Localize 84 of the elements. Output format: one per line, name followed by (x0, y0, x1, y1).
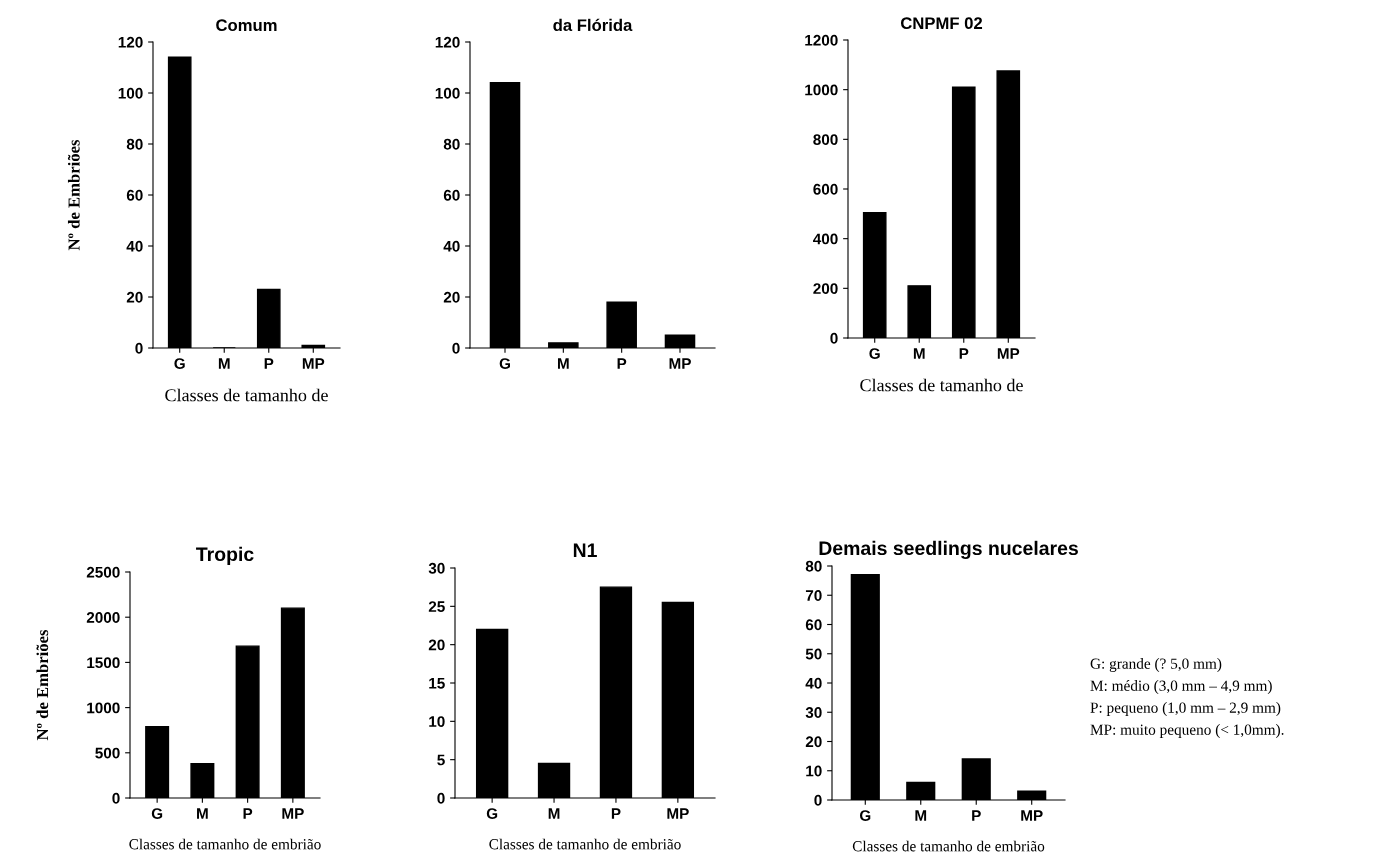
y-tick-label: 0 (112, 792, 120, 804)
x-tick-label: G (151, 808, 163, 819)
y-tick-label: 10 (429, 716, 445, 728)
x-tick-label: MP (1021, 810, 1043, 821)
text: G: grande (? 5,0 mm) (1090, 658, 1222, 672)
y-tick-label: 100 (435, 87, 460, 99)
y-tick-label: 30 (428, 562, 445, 574)
x-tick-label: MP (667, 808, 689, 819)
x-tick-label: P (264, 358, 274, 369)
x-axis-title: Classes de tamanho de embrião (852, 840, 1045, 852)
y-tick-label: 20 (126, 291, 143, 303)
y-tick-label: 600 (813, 183, 838, 195)
y-tick-label: 15 (429, 678, 445, 689)
y-tick-label: 200 (813, 283, 838, 295)
y-tick-label: 50 (805, 648, 822, 660)
y-tick-label: 5 (437, 754, 445, 766)
x-tick-label: M (915, 810, 927, 821)
x-tick-label: P (243, 808, 253, 819)
x-tick-label: P (959, 348, 969, 359)
x-tick-label: M (218, 358, 230, 369)
y-tick-label: 0 (437, 792, 445, 804)
chart-title: da Flórida (553, 18, 633, 32)
x-axis-title: Classes de tamanho de (860, 378, 1023, 392)
y-tick-label: 120 (118, 36, 143, 48)
y-tick-label: 70 (805, 590, 822, 601)
y-tick-label: 0 (830, 332, 838, 344)
y-tick-label: 40 (443, 240, 460, 252)
y-tick-label: 10 (806, 765, 822, 777)
x-tick-label: P (617, 358, 627, 369)
y-tick-label: 25 (428, 601, 445, 613)
text: P: pequeno (1,0 mm – 2,9 mm) (1090, 702, 1281, 716)
y-tick-label: 20 (428, 639, 445, 651)
y-tick-label: 1200 (805, 34, 838, 46)
x-tick-label: M (548, 808, 560, 819)
x-tick-label: MP (302, 358, 325, 369)
y-tick-label: 1500 (87, 657, 120, 669)
x-tick-label: G (499, 358, 510, 369)
chart-title: Comum (216, 19, 277, 32)
x-tick-label: G (869, 348, 880, 359)
x-tick-label: MP (282, 808, 304, 819)
y-tick-label: 60 (126, 189, 143, 201)
x-tick-label: M (913, 348, 925, 359)
x-tick-label: M (197, 808, 208, 819)
y-tick-label: 20 (443, 291, 460, 303)
x-tick-label: MP (669, 358, 691, 369)
x-tick-label: P (972, 810, 981, 821)
x-axis-title: Classes de tamanho de (165, 388, 328, 402)
y-tick-label: 80 (126, 138, 143, 150)
y-tick-label: 500 (95, 747, 120, 759)
y-tick-label: 30 (805, 707, 822, 718)
y-tick-label: 1000 (87, 702, 120, 714)
y-axis-title: Nº de Embriões (36, 629, 49, 741)
x-tick-label: G (174, 358, 185, 369)
y-tick-label: 60 (443, 189, 460, 201)
y-tick-label: 100 (118, 87, 143, 99)
chart-title: Tropic (196, 546, 254, 565)
y-tick-label: 80 (805, 560, 822, 572)
y-tick-label: 40 (126, 240, 143, 252)
x-tick-label: P (611, 808, 621, 819)
x-tick-label: G (486, 808, 498, 819)
x-tick-label: G (859, 810, 871, 821)
x-axis-title: Classes de tamanho de embrião (129, 838, 321, 850)
x-tick-label: M (557, 358, 569, 369)
x-axis-title: Classes de tamanho de embrião (489, 838, 681, 850)
y-tick-label: 80 (443, 138, 460, 150)
y-tick-label: 0 (452, 342, 460, 354)
y-tick-label: 20 (805, 736, 822, 748)
y-tick-label: 120 (435, 36, 460, 48)
y-tick-label: 0 (814, 794, 822, 806)
chart-title: CNPMF 02 (900, 17, 983, 30)
x-tick-label: MP (997, 348, 1020, 359)
y-tick-label: 40 (805, 677, 822, 689)
text: MP: muito pequeno (< 1,0mm). (1090, 724, 1284, 738)
chart-title: Demais seedlings nucelares (819, 540, 1078, 560)
y-tick-label: 1000 (805, 84, 838, 96)
chart-title: N1 (573, 543, 597, 557)
y-tick-label: 2500 (86, 566, 120, 578)
y-tick-label: 800 (813, 134, 838, 146)
y-tick-label: 400 (813, 233, 838, 245)
y-axis-title: Nº de Embriões (67, 139, 80, 251)
y-tick-label: 2000 (86, 612, 120, 623)
text: M: médio (3,0 mm – 4,9 mm) (1090, 680, 1272, 694)
y-tick-label: 60 (805, 619, 822, 631)
y-tick-label: 0 (135, 342, 143, 354)
